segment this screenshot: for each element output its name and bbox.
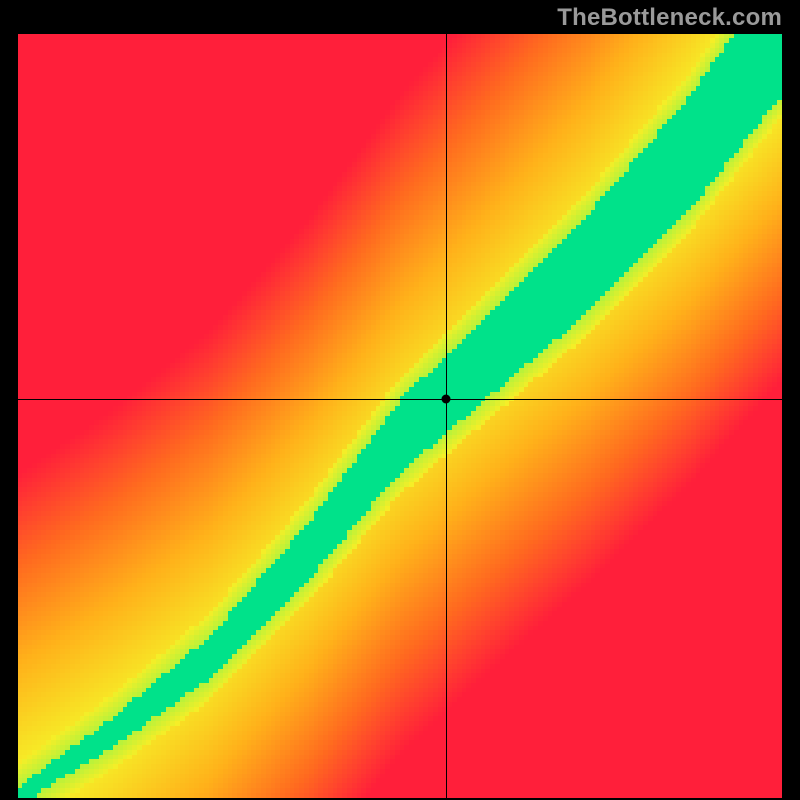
watermark-text: TheBottleneck.com [557,4,782,32]
heatmap-canvas [18,34,782,798]
heatmap-plot [18,34,782,798]
stage: TheBottleneck.com [0,0,800,800]
